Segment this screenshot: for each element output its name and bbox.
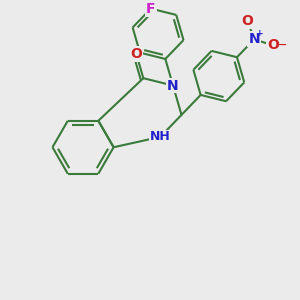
Text: O: O (267, 38, 279, 52)
Text: O: O (242, 14, 254, 28)
Text: N: N (167, 79, 179, 92)
Text: NH: NH (150, 130, 171, 143)
Text: O: O (130, 47, 142, 61)
Text: F: F (146, 2, 156, 16)
Text: −: − (278, 40, 288, 50)
Text: +: + (256, 29, 263, 38)
Text: N: N (248, 32, 260, 46)
